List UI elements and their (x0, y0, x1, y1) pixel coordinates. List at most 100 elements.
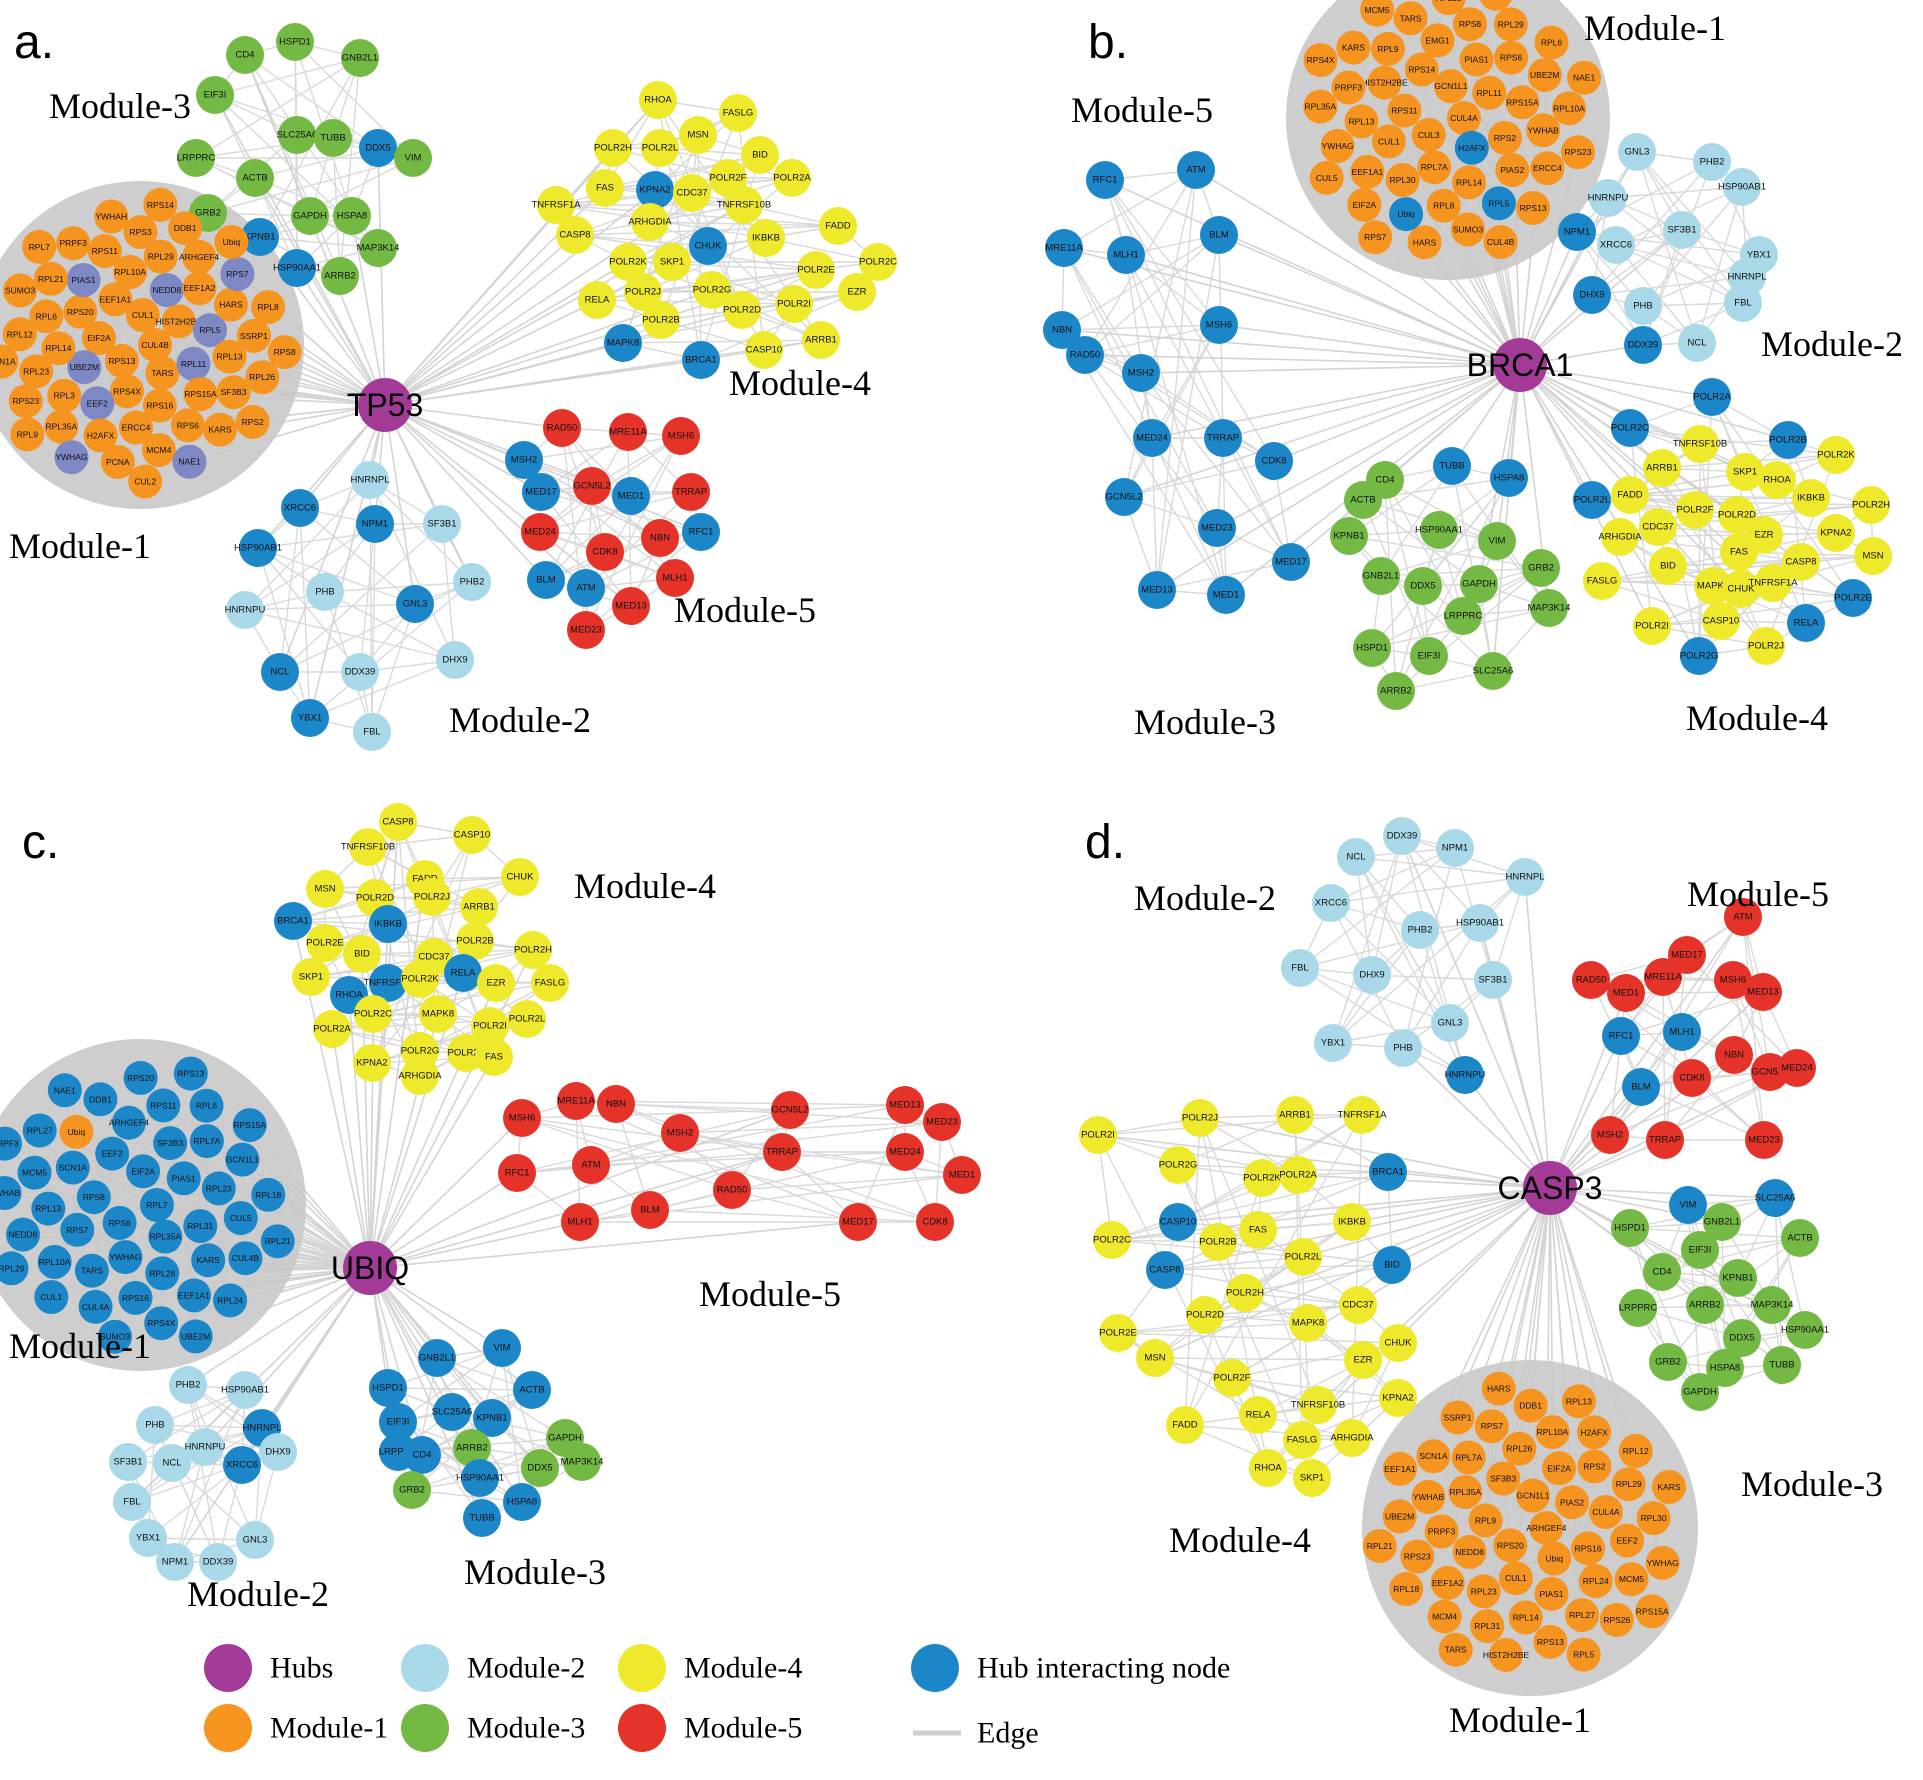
node-FAS (586, 169, 624, 207)
node-MSH6 (1714, 961, 1752, 999)
node-label-CASP8: CASP8 (1149, 1265, 1180, 1276)
node-label-SSRP1: SSRP1 (1444, 1413, 1472, 1423)
node-label-RHOA: RHOA (1763, 475, 1791, 486)
node-POLR2A (1279, 1156, 1317, 1194)
node-label-CDK8: CDK8 (922, 1217, 947, 1228)
node-label-HSPD1: HSPD1 (1614, 1223, 1646, 1234)
node-FBL (1281, 949, 1319, 987)
node-label-RPS8: RPS8 (274, 347, 296, 357)
node-NAE1 (1567, 60, 1602, 95)
node-label-RPS23: RPS23 (1404, 1552, 1431, 1562)
node-label-UBE2M: UBE2M (181, 1331, 210, 1341)
node-label-RPL27: RPL27 (27, 1126, 53, 1136)
node-label-POLR2G: POLR2G (693, 285, 732, 296)
node-RPL14 (1508, 1600, 1543, 1635)
node-RPS23 (8, 384, 43, 419)
node-label-NBN: NBN (1052, 325, 1072, 336)
node-label-HSPD1: HSPD1 (279, 37, 311, 48)
node-label-RPL14: RPL14 (1513, 1613, 1539, 1623)
node-label-RPL18: RPL18 (255, 1190, 281, 1200)
node-label-NBN: NBN (606, 1099, 626, 1110)
node-label-PIAS1: PIAS1 (172, 1173, 196, 1183)
node-H2AFX (1454, 130, 1489, 165)
node-label-NPM1: NPM1 (1564, 227, 1590, 238)
node-IKBKB (369, 905, 407, 943)
node-RPS4X (144, 1306, 179, 1341)
node-label-TUBB: TUBB (1769, 1360, 1794, 1371)
node-MED17 (522, 473, 560, 511)
node-label-GAPDH: GAPDH (1462, 579, 1496, 590)
node-label-RPL35A: RPL35A (149, 1232, 181, 1242)
node-NCL (153, 1444, 191, 1482)
node-label-PIAS2: PIAS2 (1500, 165, 1524, 175)
node-RPL26 (145, 1256, 180, 1291)
node-label-MCM5: MCM5 (1365, 5, 1390, 15)
node-CUL2 (128, 464, 163, 499)
node-RPS23 (1561, 135, 1595, 170)
node-CUL1 (1371, 124, 1406, 159)
node-KPNB1 (1330, 517, 1368, 555)
node-label-MRE11A: MRE11A (557, 1096, 595, 1107)
node-label-EEF1A2: EEF1A2 (184, 283, 216, 293)
node-TUBB (1763, 1346, 1801, 1384)
node-label-FASLG: FASLG (723, 108, 754, 119)
node-label-POLR2F: POLR2F (1677, 505, 1714, 516)
node-FADD (819, 207, 857, 245)
node-label-CASP10: CASP10 (1160, 1217, 1196, 1228)
node-label-RPS14: RPS14 (1408, 65, 1435, 75)
node-label-RPL7: RPL7 (29, 242, 51, 252)
node-RPL9 (1371, 31, 1405, 66)
node-MLH1 (1663, 1013, 1701, 1051)
node-label-POLR2J: POLR2J (414, 892, 450, 903)
node-CASP10 (1702, 602, 1740, 640)
node-label-RHOA: RHOA (1254, 1463, 1282, 1474)
node-label-POLR2D: POLR2D (356, 893, 394, 904)
node-POLR2G (1159, 1146, 1197, 1184)
node-label-RPL18: RPL18 (1393, 1584, 1419, 1594)
node-label-RPS16: RPS16 (146, 401, 173, 411)
module-label-a-module-3: Module-3 (49, 86, 191, 126)
node-RPL30 (1636, 1501, 1671, 1536)
node-EZR (1344, 1341, 1382, 1379)
node-label-POLR2D: POLR2D (1186, 1310, 1224, 1321)
node-RPS23 (1400, 1539, 1435, 1574)
node-EEF2 (95, 1136, 130, 1171)
node-label-POLR2B: POLR2B (456, 936, 494, 947)
legend-label-module-2: Module-2 (467, 1652, 585, 1685)
node-label-RPS15A: RPS15A (184, 389, 217, 399)
node-CUL4A (1588, 1495, 1623, 1529)
node-RPL13 (31, 1191, 66, 1226)
node-label-TRRAP: TRRAP (766, 1147, 798, 1158)
node-label-GCN5L2: GCN5L2 (1752, 1067, 1789, 1078)
node-label-CASP8: CASP8 (559, 230, 590, 241)
node-label-EEF1A1: EEF1A1 (1352, 167, 1384, 177)
node-POLR2L (641, 129, 679, 167)
node-HARS (1481, 1371, 1516, 1406)
node-POLR2A (313, 1010, 351, 1048)
node-label-CHUK: CHUK (1728, 584, 1756, 595)
node-label-XRCC6: XRCC6 (1315, 898, 1347, 909)
node-label-POLR2F: POLR2F (448, 1048, 485, 1059)
node-label-EZR: EZR (848, 287, 867, 298)
node-label-H2AFX: H2AFX (1580, 1427, 1608, 1437)
node-MED13 (1138, 571, 1176, 609)
node-HSP90AB1 (239, 529, 277, 567)
node-label-RPL10A: RPL10A (39, 1257, 71, 1267)
module-label-d-module-2: Module-2 (1134, 878, 1276, 918)
node-label-EIF3I: EIF3I (1418, 651, 1441, 662)
node-NCL (1337, 838, 1375, 876)
node-DDX5 (1723, 1319, 1761, 1357)
node-SF3B1 (423, 505, 461, 543)
legend-swatch-module-2 (401, 1644, 449, 1692)
edges-a-module-2 (244, 479, 473, 733)
node-MSN (1854, 537, 1892, 575)
node-label-EIF3I: EIF3I (204, 90, 227, 101)
node-label-EEF1A2: EEF1A2 (1432, 1578, 1464, 1588)
node-label-RPS4X: RPS4X (1307, 55, 1335, 65)
node-TNFRSF1A (537, 186, 575, 224)
node-BLM (527, 561, 565, 599)
node-label-YWHAH: YWHAH (95, 212, 127, 222)
node-CASP8 (379, 803, 417, 841)
node-label-RPL31: RPL31 (187, 1221, 213, 1231)
